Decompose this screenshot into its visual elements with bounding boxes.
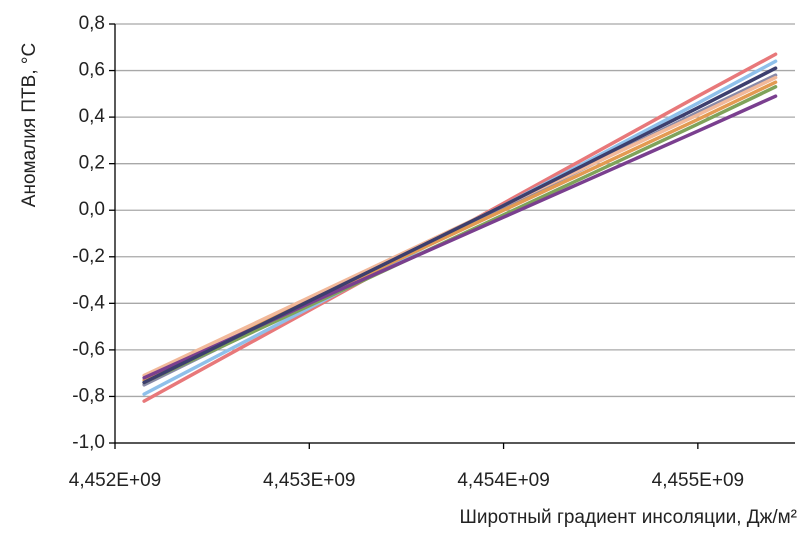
x-tick-label: 4,455E+09 (652, 470, 744, 491)
series-line (142, 52, 778, 403)
x-tick-label: 4,453E+09 (263, 470, 355, 491)
series-line (142, 66, 778, 385)
y-tick-label: -0,8 (72, 385, 105, 406)
y-tick-label: -0,4 (72, 292, 105, 313)
y-tick-label: 0,4 (79, 106, 106, 127)
y-tick-label: -0,6 (72, 339, 105, 360)
y-tick-label: -0,2 (72, 246, 105, 267)
x-axis-label: Широтный градиент инсоляции, Дж/м² (459, 507, 797, 528)
x-tick-label: 4,452E+09 (69, 470, 161, 491)
y-tick-label: -1,0 (72, 432, 105, 453)
series-line (142, 85, 778, 385)
x-tick-label: 4,454E+09 (457, 470, 549, 491)
y-tick-label: 0,2 (79, 153, 105, 174)
y-tick-label: 0,6 (79, 60, 105, 81)
y-tick-label: 0,0 (79, 199, 105, 220)
y-tick-label: 0,8 (79, 13, 105, 34)
y-axis-label: Аномалия ПТВ, °С (19, 43, 40, 207)
